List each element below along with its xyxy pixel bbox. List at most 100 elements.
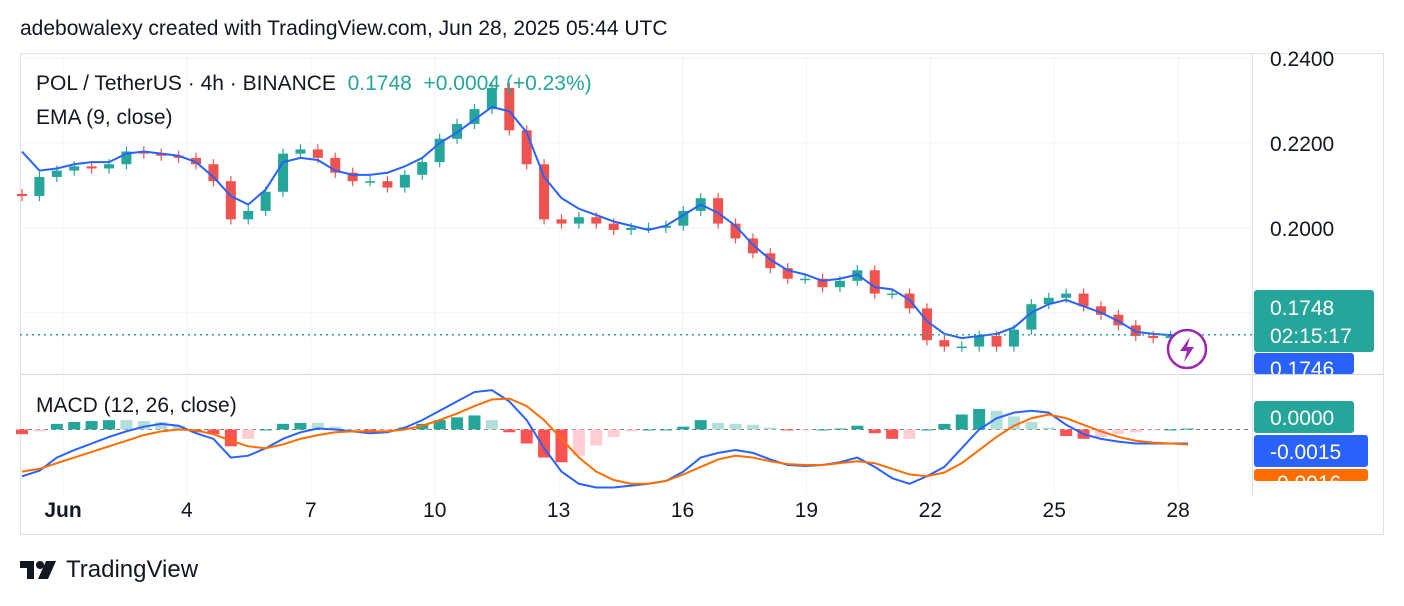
macd-histogram-bar: [1182, 428, 1194, 430]
macd-histogram-bar: [1164, 429, 1177, 431]
macd-histogram-bar: [625, 429, 638, 432]
macd-histogram-bar: [694, 420, 707, 430]
macd-histogram-bar: [120, 420, 133, 430]
candle-body: [660, 225, 671, 228]
candle-body: [34, 176, 45, 197]
current-price-tag: [1254, 290, 1374, 352]
macd-histogram-bar: [973, 408, 986, 430]
symbol-legend[interactable]: POL / TetherUS · 4h · BINANCE 0.1748 +0.…: [36, 72, 592, 96]
current-price-value: 0.1748: [1270, 297, 1334, 320]
candle-body: [591, 217, 602, 224]
tradingview-logo[interactable]: TradingView: [20, 556, 198, 584]
candle-body: [991, 335, 1002, 347]
macd-histogram-bar: [85, 421, 98, 430]
macd-histogram-bar: [938, 423, 951, 430]
macd-histogram-bar: [729, 423, 742, 430]
macd-histogram-bar: [538, 429, 551, 458]
time-tick-label: 16: [671, 499, 694, 522]
grid-lines: [20, 54, 1252, 495]
price-tick-label: 0.2000: [1270, 218, 1334, 241]
candle-body: [921, 308, 932, 341]
macd-histogram-bar: [1042, 427, 1055, 430]
macd-histogram-bar: [903, 429, 916, 439]
macd-legend[interactable]: MACD (12, 26, close): [36, 394, 237, 418]
macd-pane[interactable]: [16, 389, 1252, 489]
candle-body: [974, 335, 985, 347]
macd-histogram-bar: [659, 429, 672, 431]
candle-body: [365, 181, 376, 183]
bar-countdown: 02:15:17: [1270, 325, 1352, 348]
candle-body: [330, 157, 341, 173]
macd-histogram-bar: [503, 429, 516, 433]
macd-histogram-bar: [33, 429, 46, 432]
candle-body: [17, 193, 27, 197]
tradingview-logo-icon: [20, 561, 56, 579]
candle-body: [382, 181, 393, 188]
time-tick-label: Jun: [44, 499, 81, 522]
candle-body: [1043, 297, 1054, 305]
macd-histogram-bar: [799, 429, 812, 431]
macd-histogram-bar: [242, 429, 255, 439]
candle-body: [69, 166, 80, 171]
ema-line: [21, 105, 1189, 340]
time-tick-label: 7: [305, 499, 317, 522]
macd-histogram-bar: [1007, 416, 1020, 430]
last-price: 0.1748: [347, 72, 412, 95]
macd-histogram-bar: [485, 420, 498, 430]
macd-histogram-bar: [381, 429, 394, 431]
macd-histogram-bar: [259, 429, 272, 431]
candle-body: [156, 153, 167, 156]
ema-price-tag: [1254, 353, 1354, 374]
macd-histogram-bar: [137, 421, 150, 430]
candle-body: [469, 109, 480, 124]
candle-body: [295, 149, 306, 154]
price-pane[interactable]: [17, 82, 1252, 352]
candle-body: [800, 278, 811, 281]
candle-body: [138, 151, 149, 154]
price-tick-label: 0.2400: [1270, 48, 1334, 71]
chart-attribution: adebowalexy created with TradingView.com…: [20, 17, 668, 40]
macd-histogram-bar: [677, 426, 690, 430]
macd-histogram-bar: [955, 414, 968, 430]
signal-value-tag: [1254, 469, 1368, 481]
candle-body: [243, 210, 254, 220]
candle-body: [104, 164, 115, 169]
macd-histogram-bar: [346, 429, 359, 431]
macd-histogram-bar: [746, 424, 759, 430]
macd-histogram-bar: [920, 429, 933, 431]
candle-body: [782, 268, 793, 279]
ema-legend[interactable]: EMA (9, close): [36, 106, 173, 130]
time-axis[interactable]: Jun 4 7 10 13 16 19 22 25 28: [44, 499, 1189, 522]
macd-histogram-bar: [468, 415, 481, 430]
macd-histogram-bar: [572, 429, 585, 456]
macd-label[interactable]: MACD (12, 26, close): [36, 394, 237, 417]
macd-histogram-bar: [172, 425, 185, 430]
candle-body: [730, 223, 741, 239]
candle-body: [347, 172, 358, 182]
macd-histogram-bar: [294, 422, 307, 430]
candle-body: [573, 217, 584, 224]
macd-histogram-bar: [851, 425, 864, 430]
chart-frame: [20, 53, 1384, 535]
candle-body: [225, 181, 236, 220]
candle-body: [1061, 293, 1072, 298]
macd-histogram-bar: [1025, 421, 1038, 430]
macd-histogram-bar: [868, 429, 881, 434]
macd-histogram-bar: [311, 422, 324, 430]
candle-body: [713, 198, 724, 224]
lightning-icon[interactable]: [1166, 328, 1208, 370]
candle-body: [678, 210, 689, 226]
macd-histogram-bar: [1094, 429, 1107, 437]
tradingview-brand: TradingView: [66, 556, 199, 583]
signal-line: [21, 397, 1189, 485]
macd-histogram-bar: [712, 422, 725, 430]
ema-label[interactable]: EMA (9, close): [36, 106, 173, 129]
candle-body: [1026, 304, 1037, 330]
macd-histogram-bar: [781, 429, 794, 431]
time-tick-label: 19: [795, 499, 818, 522]
symbol-name[interactable]: POL / TetherUS · 4h · BINANCE: [36, 72, 336, 95]
macd-histogram-bar: [155, 421, 168, 430]
candle-body: [556, 219, 567, 224]
